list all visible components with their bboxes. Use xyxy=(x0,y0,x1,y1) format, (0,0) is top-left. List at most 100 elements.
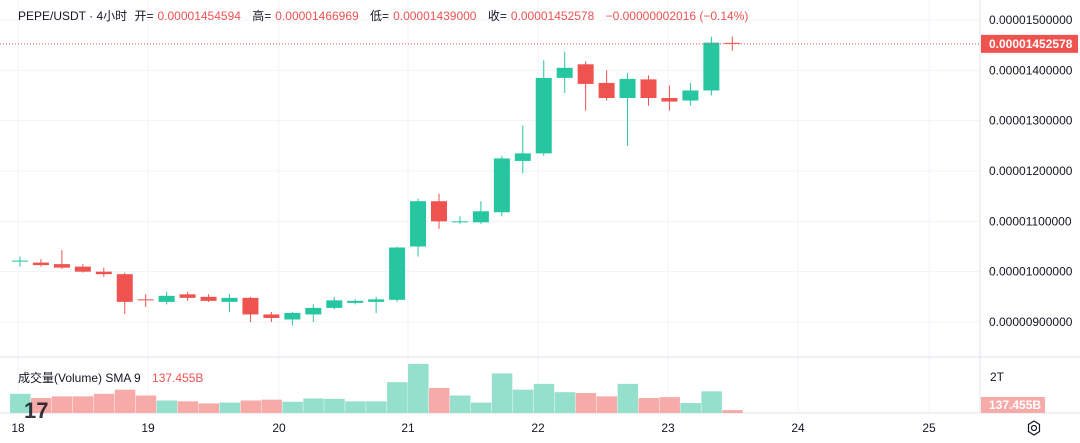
current-price-tag xyxy=(981,34,1078,53)
candle-body xyxy=(682,90,699,101)
volume-bar xyxy=(408,363,429,413)
volume-bar xyxy=(366,401,387,413)
candle-body xyxy=(556,67,573,78)
volume-tick-label: 2T xyxy=(990,370,1005,384)
volume-bar xyxy=(51,396,73,413)
time-tick-label: 22 xyxy=(531,421,545,435)
volume-bar xyxy=(470,402,492,413)
volume-bar xyxy=(198,403,220,413)
candle-body xyxy=(410,201,427,247)
volume-bar xyxy=(135,395,157,413)
time-tick-label: 24 xyxy=(791,421,805,435)
volume-bar xyxy=(596,396,618,413)
volume-bar xyxy=(303,398,324,413)
volume-bar xyxy=(261,399,282,413)
candle-body xyxy=(368,299,385,302)
volume-bar xyxy=(554,392,576,413)
volume-bar xyxy=(177,401,199,413)
time-tick-label: 21 xyxy=(401,421,415,435)
gear-icon[interactable] xyxy=(1026,420,1042,436)
candle-body xyxy=(221,297,238,302)
price-tick-label: 0.00001000000 xyxy=(989,265,1073,279)
candle-body xyxy=(661,98,678,102)
price-tick-label: 0.00001400000 xyxy=(989,63,1073,77)
candle-body xyxy=(347,300,364,303)
candle-body xyxy=(116,274,133,302)
candle-body xyxy=(451,221,468,223)
candle-body xyxy=(535,77,552,154)
candle-body xyxy=(32,262,49,266)
volume-bar xyxy=(345,401,366,413)
candle-body xyxy=(12,260,28,262)
volume-current-tag xyxy=(981,397,1045,413)
volume-bar xyxy=(10,393,31,413)
volume-bar xyxy=(156,400,178,413)
candle-body xyxy=(137,299,154,301)
candle-body xyxy=(284,312,301,320)
candle-body xyxy=(724,42,741,44)
close-label: 收= xyxy=(487,9,507,23)
change-value: −0.00000002016 (−0.14%) xyxy=(605,9,749,23)
candle-body xyxy=(577,64,594,84)
price-tick-label: 0.00000900000 xyxy=(989,315,1073,329)
volume-bar xyxy=(701,391,722,413)
volume-legend: 成交量(Volume) SMA 9 137.455B xyxy=(18,369,203,386)
open-label: 开= xyxy=(134,9,154,23)
volume-bar xyxy=(638,398,659,413)
volume-bar xyxy=(659,397,680,413)
candle-body xyxy=(74,266,91,272)
high-label: 高= xyxy=(252,9,272,23)
volume-bar xyxy=(114,389,136,413)
low-label: 低= xyxy=(370,9,390,23)
candle-body xyxy=(263,314,280,318)
volume-sma-value: 137.455B xyxy=(152,371,204,385)
close-value: 0.00001452578 xyxy=(510,9,595,23)
candle-body xyxy=(95,271,112,275)
time-tick-label: 23 xyxy=(661,421,675,435)
open-value: 0.00001454594 xyxy=(157,9,241,23)
volume-bar xyxy=(240,400,261,413)
candle-body xyxy=(514,153,531,161)
candle-body xyxy=(493,158,510,213)
volume-bar xyxy=(533,383,555,413)
volume-label[interactable]: 成交量(Volume) SMA 9 xyxy=(18,371,141,385)
volume-bar xyxy=(449,395,471,413)
candle-body xyxy=(53,264,70,268)
candle-body xyxy=(305,307,322,315)
volume-bar xyxy=(617,383,639,413)
volume-bar xyxy=(282,401,303,413)
time-tick-label: 19 xyxy=(141,421,155,435)
candle-body xyxy=(598,82,615,99)
volume-bar xyxy=(93,393,115,413)
volume-bar xyxy=(575,393,597,413)
volume-bar xyxy=(72,396,94,413)
low-value: 0.00001439000 xyxy=(393,9,477,23)
volume-bar xyxy=(30,398,52,413)
time-tick-label: 20 xyxy=(272,421,286,435)
volume-bar xyxy=(680,403,701,413)
candle-body xyxy=(179,294,196,298)
volume-bar xyxy=(429,388,450,413)
candle-body xyxy=(703,42,720,91)
volume-bar xyxy=(722,410,743,413)
candle-body xyxy=(200,296,217,301)
volume-bar xyxy=(512,389,534,413)
volume-current-label: 137.455B xyxy=(989,398,1041,412)
volume-bar xyxy=(324,398,345,413)
volume-bar xyxy=(491,373,513,413)
candle-body xyxy=(242,297,259,315)
symbol-label[interactable]: PEPE/USDT · 4小时 xyxy=(18,9,128,23)
time-tick-label: 25 xyxy=(922,421,936,435)
tradingview-logo[interactable]: 17 xyxy=(24,398,49,423)
candle-body xyxy=(619,78,636,99)
candle-body xyxy=(326,300,343,308)
price-tick-label: 0.00001300000 xyxy=(989,114,1073,128)
candle-body xyxy=(158,295,175,302)
candle-body xyxy=(389,247,406,300)
current-price-label: 0.00001452578 xyxy=(989,37,1073,51)
price-tick-label: 0.00001200000 xyxy=(989,164,1073,178)
candle-body xyxy=(472,211,489,223)
candle-body xyxy=(640,79,657,99)
